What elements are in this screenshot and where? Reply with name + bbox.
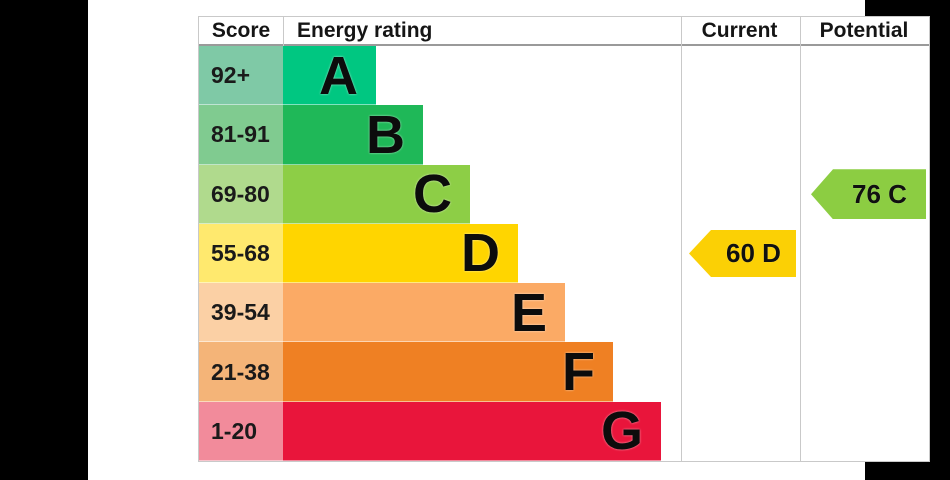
current-rating-label: 60 D bbox=[726, 238, 781, 268]
potential-rating-label: 76 C bbox=[852, 178, 907, 209]
rating-letter-b: B bbox=[366, 104, 405, 165]
rating-letter-f: F bbox=[562, 342, 595, 403]
rating-bar-c: C bbox=[283, 164, 470, 225]
rating-bar-b: B bbox=[283, 104, 423, 165]
table-header-row: Score Energy rating Current Potential bbox=[199, 17, 929, 46]
header-score: Score bbox=[211, 19, 271, 42]
header-potential: Potential bbox=[819, 19, 909, 42]
rating-bar-f: F bbox=[283, 342, 613, 403]
rating-bar-e: E bbox=[283, 282, 565, 343]
rating-letter-e: E bbox=[510, 282, 547, 343]
epc-rating-table: Score Energy rating Current Potential 92… bbox=[198, 16, 930, 462]
score-range-d: 55-68 bbox=[199, 223, 283, 284]
rating-row-b: 81-91 B bbox=[199, 104, 929, 165]
score-range-e: 39-54 bbox=[199, 283, 283, 343]
rating-bar-d: D bbox=[283, 223, 518, 284]
rating-letter-d: D bbox=[461, 223, 500, 284]
chart-panel: Score Energy rating Current Potential 92… bbox=[88, 0, 930, 480]
score-range-f: 21-38 bbox=[199, 342, 283, 402]
rating-bar-g: G bbox=[283, 401, 661, 462]
header-energy-rating: Energy rating bbox=[297, 19, 433, 42]
rating-bar-a: A bbox=[283, 45, 376, 106]
score-range-c: 69-80 bbox=[199, 164, 283, 224]
rating-letter-g: G bbox=[600, 401, 643, 462]
score-range-b: 81-91 bbox=[199, 105, 283, 165]
potential-rating-arrow: 76 C bbox=[811, 169, 926, 220]
rating-letter-c: C bbox=[413, 164, 452, 225]
rating-row-a: 92+ A bbox=[199, 45, 929, 106]
column-divider-potential bbox=[800, 17, 801, 461]
current-rating-arrow: 60 D bbox=[689, 230, 796, 277]
rating-band-rows: 92+ A 81-91 B 69-80 C 55-68 D 39-54 E 21-38 F 1-20 G bbox=[199, 46, 929, 461]
column-divider-current bbox=[681, 17, 682, 461]
rating-row-g: 1-20 G bbox=[199, 401, 929, 462]
rating-letter-a: A bbox=[319, 45, 358, 106]
score-range-g: 1-20 bbox=[199, 401, 283, 461]
rating-row-c: 69-80 C bbox=[199, 164, 929, 225]
rating-row-f: 21-38 F bbox=[199, 342, 929, 403]
score-range-a: 92+ bbox=[199, 46, 283, 106]
header-current: Current bbox=[701, 19, 778, 42]
rating-row-e: 39-54 E bbox=[199, 282, 929, 343]
rating-row-d: 55-68 D bbox=[199, 223, 929, 284]
column-divider-score bbox=[283, 17, 284, 46]
